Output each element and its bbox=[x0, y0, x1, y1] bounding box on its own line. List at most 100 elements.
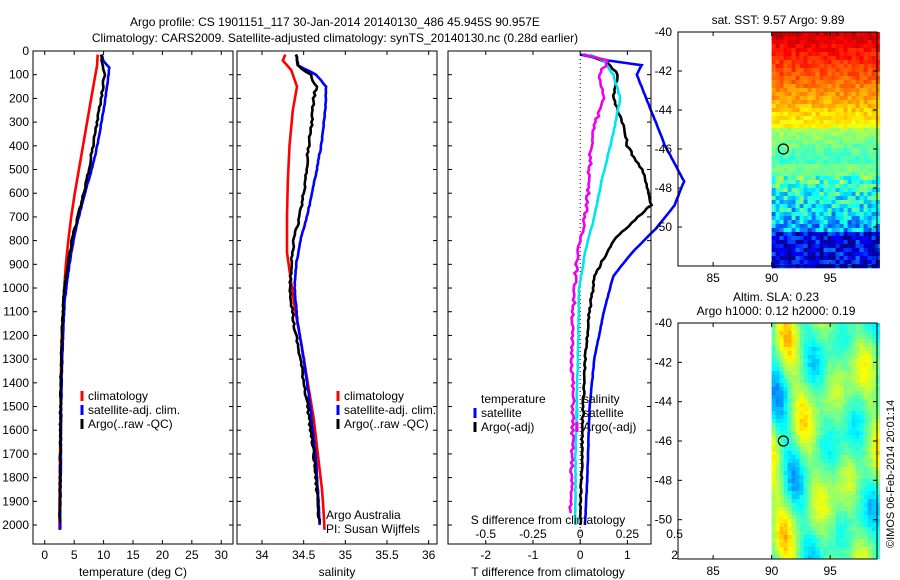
map-cell bbox=[875, 387, 880, 392]
map-cell bbox=[783, 351, 788, 356]
map-cell bbox=[867, 188, 872, 193]
map-cell bbox=[835, 387, 840, 392]
map-cell bbox=[839, 132, 844, 137]
map-cell bbox=[831, 108, 836, 113]
map-cell bbox=[803, 68, 808, 73]
map-cell bbox=[815, 487, 820, 492]
map-cell bbox=[851, 451, 856, 456]
s-diff-tick-label: -0.25 bbox=[519, 527, 547, 541]
map-cell bbox=[807, 236, 812, 241]
map-cell bbox=[823, 64, 828, 69]
map-cell bbox=[819, 519, 824, 524]
map-cell bbox=[779, 136, 784, 141]
map-cell bbox=[843, 156, 848, 161]
map-cell bbox=[791, 152, 796, 157]
map-cell bbox=[827, 539, 832, 544]
map-cell bbox=[819, 220, 824, 225]
salinity-axes-frame bbox=[236, 50, 438, 545]
map-cell bbox=[875, 220, 880, 225]
map-cell bbox=[851, 511, 856, 516]
map-cell bbox=[799, 192, 804, 197]
map-cell bbox=[835, 72, 840, 77]
map-cell bbox=[851, 152, 856, 157]
map-cell bbox=[771, 451, 776, 456]
map-cell bbox=[787, 431, 792, 436]
map-cell bbox=[867, 44, 872, 49]
map-cell bbox=[775, 236, 780, 241]
map-cell bbox=[791, 132, 796, 137]
map-cell bbox=[783, 112, 788, 117]
map-cell bbox=[827, 124, 832, 129]
map-cell bbox=[839, 52, 844, 57]
map-cell bbox=[851, 411, 856, 416]
argo-position-marker bbox=[777, 435, 789, 447]
map-cell bbox=[835, 503, 840, 508]
map-cell bbox=[839, 331, 844, 336]
map-cell bbox=[871, 216, 876, 221]
map-cell bbox=[851, 491, 856, 496]
map-cell bbox=[875, 335, 880, 340]
map-cell bbox=[855, 395, 860, 400]
map-cell bbox=[791, 391, 796, 396]
temperature-line-argo-raw-qc- bbox=[58, 54, 107, 523]
map-cell bbox=[847, 100, 852, 105]
map-cell bbox=[831, 495, 836, 500]
map-cell bbox=[791, 140, 796, 145]
map-cell bbox=[863, 479, 868, 484]
map-cell bbox=[843, 212, 848, 217]
map-cell bbox=[867, 531, 872, 536]
map-cell bbox=[875, 252, 880, 257]
map-cell bbox=[827, 471, 832, 476]
map-cell bbox=[843, 375, 848, 380]
map-cell bbox=[815, 531, 820, 536]
map-cell bbox=[867, 120, 872, 125]
map-cell bbox=[867, 104, 872, 109]
map-cell bbox=[791, 88, 796, 93]
map-cell bbox=[775, 467, 780, 472]
map-cell bbox=[771, 551, 776, 556]
map-cell bbox=[859, 491, 864, 496]
map-cell bbox=[859, 116, 864, 121]
map-cell bbox=[803, 204, 808, 209]
map-cell bbox=[831, 359, 836, 364]
map-cell bbox=[779, 335, 784, 340]
map-cell bbox=[835, 156, 840, 161]
map-cell bbox=[823, 527, 828, 532]
map-cell bbox=[815, 535, 820, 540]
map-cell bbox=[771, 180, 776, 185]
map-cell bbox=[799, 60, 804, 65]
map-cell bbox=[839, 355, 844, 360]
map-cell bbox=[775, 503, 780, 508]
map-cell bbox=[823, 176, 828, 181]
map-cell bbox=[791, 335, 796, 340]
map-cell bbox=[855, 108, 860, 113]
map-cell bbox=[775, 220, 780, 225]
map-cell bbox=[859, 120, 864, 125]
map-cell bbox=[835, 359, 840, 364]
map-cell bbox=[843, 64, 848, 69]
map-cell bbox=[807, 228, 812, 233]
map-cell bbox=[771, 184, 776, 189]
map-cell bbox=[835, 244, 840, 249]
map-cell bbox=[867, 371, 872, 376]
map-cell bbox=[835, 136, 840, 141]
lon-tick-label: 85 bbox=[706, 564, 720, 578]
map-cell bbox=[847, 363, 852, 368]
map-cell bbox=[875, 439, 880, 444]
map-cell bbox=[867, 108, 872, 113]
map-cell bbox=[819, 44, 824, 49]
map-cell bbox=[791, 232, 796, 237]
map-cell bbox=[795, 140, 800, 145]
map-cell bbox=[823, 196, 828, 201]
map-cell bbox=[851, 40, 856, 45]
map-cell bbox=[847, 407, 852, 412]
map-cell bbox=[875, 228, 880, 233]
map-cell bbox=[815, 327, 820, 332]
map-cell bbox=[779, 539, 784, 544]
map-cell bbox=[831, 367, 836, 372]
map-cell bbox=[799, 367, 804, 372]
map-cell bbox=[803, 419, 808, 424]
map-cell bbox=[819, 395, 824, 400]
map-cell bbox=[827, 491, 832, 496]
map-cell bbox=[803, 184, 808, 189]
